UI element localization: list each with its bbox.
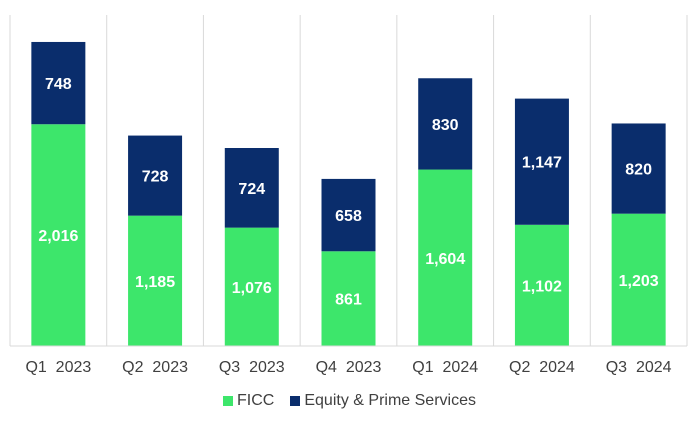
legend: FICC Equity & Prime Services	[0, 392, 699, 410]
x-tick-label: Q3 2024	[606, 359, 672, 376]
legend-swatch-equity	[290, 396, 301, 406]
data-label-ficc: 1,076	[232, 280, 272, 297]
legend-label-equity: Equity & Prime Services	[304, 392, 476, 409]
bar-equity	[321, 178, 376, 252]
bar-equity	[224, 148, 279, 228]
data-label-equity: 658	[335, 208, 362, 225]
data-label-equity: 1,147	[522, 155, 562, 172]
data-label-ficc: 861	[335, 292, 362, 309]
x-tick-label: Q4 2023	[316, 359, 382, 376]
bar-equity	[514, 98, 569, 225]
category-separators	[9, 15, 688, 346]
legend-swatch-ficc	[223, 396, 234, 406]
data-label-equity: 748	[45, 76, 72, 93]
bar-equity	[128, 135, 183, 216]
bar-marks: 2,016 748 1,185 728 1,076 724 861 658 1,604 830 1,…	[31, 41, 666, 347]
legend-item-ficc: FICC	[223, 392, 274, 410]
bar-ficc	[224, 227, 279, 346]
data-label-ficc: 1,102	[522, 278, 562, 295]
x-tick-label: Q1 2024	[412, 359, 478, 376]
legend-label-ficc: FICC	[237, 392, 275, 409]
data-label-ficc: 2,016	[38, 228, 78, 245]
data-label-ficc: 1,185	[135, 274, 175, 291]
data-label-ficc: 1,604	[425, 251, 465, 268]
bar-equity	[31, 41, 86, 125]
legend-item-equity: Equity & Prime Services	[290, 392, 476, 410]
data-label-equity: 724	[238, 181, 265, 198]
bar-ficc	[31, 124, 86, 347]
data-label-equity: 728	[142, 169, 169, 186]
bar-ficc	[514, 224, 569, 346]
x-tick-labels: Q1 2023 Q2 2023 Q3 2023 Q4 2023 Q1 2024 Q2 20…	[25, 359, 671, 376]
data-label-ficc: 1,203	[619, 273, 659, 290]
data-label-equity: 820	[625, 162, 652, 179]
bar-ficc	[128, 215, 183, 346]
data-label-equity: 830	[432, 117, 459, 134]
bar-ficc	[321, 251, 376, 346]
x-tick-label: Q2 2024	[509, 359, 575, 376]
bar-equity	[418, 78, 473, 170]
x-tick-label: Q3 2023	[219, 359, 285, 376]
x-tick-label: Q1 2023	[25, 359, 91, 376]
bar-ficc	[418, 169, 473, 346]
bar-ficc	[611, 213, 666, 346]
bar-equity	[611, 123, 666, 214]
x-tick-label: Q2 2023	[122, 359, 188, 376]
